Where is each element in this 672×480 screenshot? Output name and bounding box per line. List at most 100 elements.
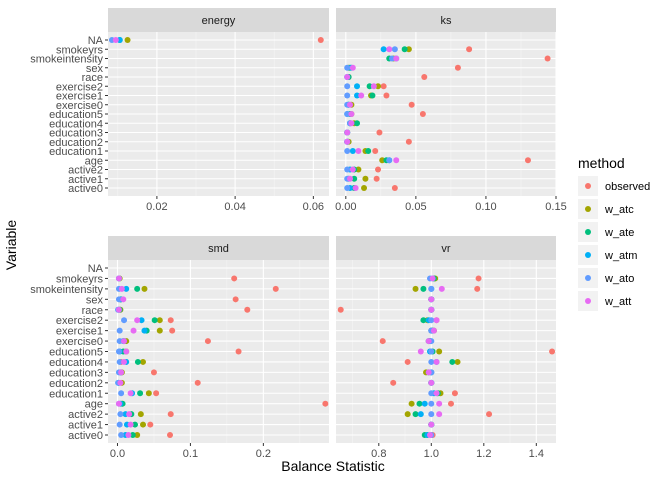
- legend-label: w_ato: [604, 273, 634, 285]
- point-active0-w-att: [352, 185, 359, 191]
- points-smd: [115, 275, 329, 438]
- point-exercise1-w-att: [430, 327, 437, 334]
- y-tick-label-active2: active2: [68, 165, 103, 177]
- x-tick-label: 0.1: [183, 448, 198, 460]
- y-tick-label-education3: education3: [49, 128, 103, 140]
- point-smokeintensity-w-ato: [428, 285, 435, 292]
- point-sex-w-att: [120, 296, 127, 303]
- point-active1-w-atc: [140, 421, 147, 428]
- point-education4-w-ato: [116, 358, 123, 365]
- point-active1-w-att: [347, 175, 354, 182]
- point-education1-observed: [451, 390, 458, 397]
- point-education3-observed: [376, 129, 383, 136]
- point-education1-observed: [153, 390, 160, 397]
- point-smokeyrs-w-atm: [380, 46, 387, 53]
- y-tick-label-smokeintensity: smokeintensity: [30, 54, 103, 66]
- point-education1-w-ato: [344, 148, 351, 154]
- point-education4-w-atc: [454, 358, 461, 365]
- point-smokeintensity-w-ate: [134, 285, 141, 292]
- point-education1-w-ato: [428, 390, 435, 397]
- y-tick-label-exercise2: exercise2: [56, 81, 103, 93]
- point-education3-w-att: [118, 369, 125, 376]
- point-education1-w-ate: [365, 148, 372, 154]
- legend-entry-w-att: w_att: [578, 291, 631, 311]
- point-exercise2-w-ato: [121, 317, 128, 324]
- point-education1-w-ate: [137, 390, 144, 397]
- point-active0-w-att: [426, 432, 433, 438]
- y-tick-label-education2: education2: [49, 137, 103, 149]
- point-exercise1-w-atc: [156, 327, 163, 334]
- strip-label: ks: [441, 15, 453, 27]
- y-tick-label-education4: education4: [49, 357, 103, 369]
- point-smokeintensity-observed: [544, 55, 551, 62]
- point-exercise1-w-atm: [141, 327, 148, 334]
- point-exercise2-w-att: [370, 83, 377, 90]
- legend-entries: observed w_atc w_ate w_atm w_ato w_att: [578, 176, 650, 311]
- y-tick-label-race: race: [82, 72, 103, 84]
- point-smokeyrs-w-ato: [391, 46, 398, 53]
- x-tick-label: 0.06: [303, 201, 324, 213]
- point-sex-w-ato: [115, 296, 122, 303]
- point-education5-w-atc: [436, 348, 443, 355]
- strip-smd: [108, 236, 329, 260]
- point-exercise2-w-ate: [151, 317, 158, 324]
- point-active2-w-atc: [404, 411, 411, 418]
- point-sex-w-att: [349, 64, 356, 71]
- point-race-observed: [244, 306, 251, 313]
- point-education3-w-att: [344, 129, 351, 136]
- point-exercise2-w-ato: [344, 83, 351, 90]
- point-exercise2-w-ate: [420, 317, 427, 324]
- point-age-w-atc: [408, 400, 415, 407]
- point-sex-observed: [454, 64, 461, 71]
- point-exercise0-w-att: [425, 338, 432, 345]
- y-tick-label-active2: active2: [68, 409, 103, 421]
- point-na-observed: [317, 37, 324, 43]
- point-smokeintensity-w-atc: [141, 285, 148, 292]
- point-education5-w-att: [348, 111, 355, 117]
- y-tick-label-race: race: [82, 305, 103, 317]
- x-tick-label: 1.0: [424, 448, 439, 460]
- point-active0-w-att: [125, 432, 132, 438]
- point-active1-observed: [147, 421, 154, 428]
- point-active0-observed: [391, 185, 398, 191]
- point-education1-w-att: [355, 148, 362, 154]
- point-smokeintensity-w-atm: [123, 285, 130, 292]
- x-tick-label: 0.8: [371, 448, 386, 460]
- point-age-w-ato: [428, 400, 435, 407]
- point-exercise2-observed: [167, 317, 174, 324]
- point-active0-observed: [166, 432, 173, 438]
- point-smokeintensity-w-att: [393, 55, 400, 62]
- legend-entry-w-ate: w_ate: [578, 222, 634, 242]
- point-active2-w-atc: [137, 411, 144, 418]
- y-tick-label-smokeyrs: smokeyrs: [56, 44, 104, 56]
- y-tick-label-smokeintensity: smokeintensity: [30, 284, 103, 296]
- point-education4-w-ato: [428, 358, 435, 365]
- point-education4-w-att: [433, 358, 440, 365]
- point-exercise0-observed: [379, 338, 386, 345]
- point-age-observed: [322, 400, 329, 407]
- point-education2-w-att: [344, 138, 351, 145]
- point-education4-w-ate: [354, 120, 361, 127]
- y-tick-label-exercise1: exercise1: [56, 91, 103, 103]
- point-sex-w-ato: [344, 64, 351, 71]
- point-sex-observed: [232, 296, 239, 303]
- legend-entry-w-ato: w_ato: [578, 268, 634, 288]
- strip-label: energy: [202, 15, 236, 27]
- point-active2-observed: [486, 411, 493, 418]
- points-energy: [108, 37, 324, 43]
- y-tick-label-education1: education1: [49, 388, 103, 400]
- y-tick-label-education5: education5: [49, 109, 103, 121]
- point-education4-w-att: [348, 120, 355, 127]
- y-tick-label-active0: active0: [68, 183, 103, 195]
- legend-label: w_att: [604, 296, 631, 308]
- y-tick-label-age: age: [85, 155, 103, 167]
- panel-smd: smd 0.0 0.1 0.2 NAsmokeyrssmokeintensitysexr…: [30, 236, 329, 460]
- point-exercise0-observed: [408, 101, 415, 108]
- legend-title: method: [578, 155, 625, 171]
- point-race-w-att: [344, 74, 351, 80]
- y-tick-label-education1: education1: [49, 146, 103, 158]
- point-exercise2-w-ato: [428, 317, 435, 324]
- point-active0-w-ato: [344, 185, 351, 191]
